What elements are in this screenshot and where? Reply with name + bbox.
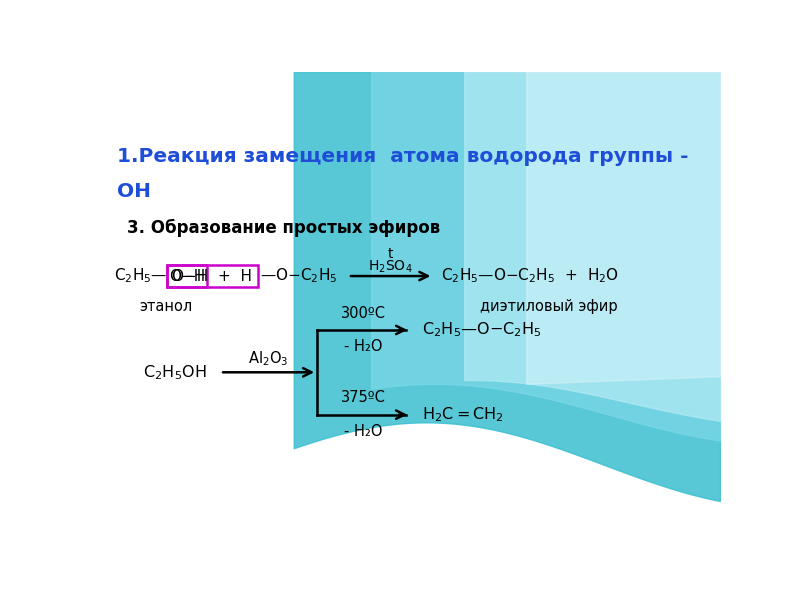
Text: O−H: O−H [169, 269, 205, 284]
Text: 3. Образование простых эфиров: 3. Образование простых эфиров [127, 219, 440, 238]
Text: 375ºC: 375ºC [341, 390, 386, 405]
Text: C$_2$H$_5$OH: C$_2$H$_5$OH [142, 363, 206, 382]
Text: Al$_2$O$_3$: Al$_2$O$_3$ [248, 349, 289, 368]
Bar [166, 265, 258, 287]
Bar [166, 265, 207, 287]
Text: 300ºC: 300ºC [341, 305, 386, 320]
Text: C$_2$H$_5$—O−C$_2$H$_5$  +  H$_2$O: C$_2$H$_5$—O−C$_2$H$_5$ + H$_2$O [441, 266, 619, 286]
Text: O−H  +  H: O−H + H [172, 269, 252, 284]
Text: этанол: этанол [138, 299, 192, 314]
Text: - H₂O: - H₂O [344, 340, 382, 355]
Text: H$_2$SO$_4$: H$_2$SO$_4$ [368, 259, 413, 275]
Text: —O−C$_2$H$_5$: —O−C$_2$H$_5$ [260, 266, 337, 286]
Text: ОН: ОН [117, 182, 151, 201]
Text: C$_2$H$_5$—: C$_2$H$_5$— [114, 266, 167, 286]
Text: C$_2$H$_5$—O−C$_2$H$_5$: C$_2$H$_5$—O−C$_2$H$_5$ [422, 320, 542, 340]
Text: t: t [388, 247, 394, 262]
Text: - H₂O: - H₂O [344, 424, 382, 439]
Text: 1.Реакция замещения  атома водорода группы -: 1.Реакция замещения атома водорода групп… [117, 147, 689, 166]
Text: диэтиловый эфир: диэтиловый эфир [480, 299, 618, 314]
Text: H$_2$C$=$CH$_2$: H$_2$C$=$CH$_2$ [422, 406, 503, 424]
